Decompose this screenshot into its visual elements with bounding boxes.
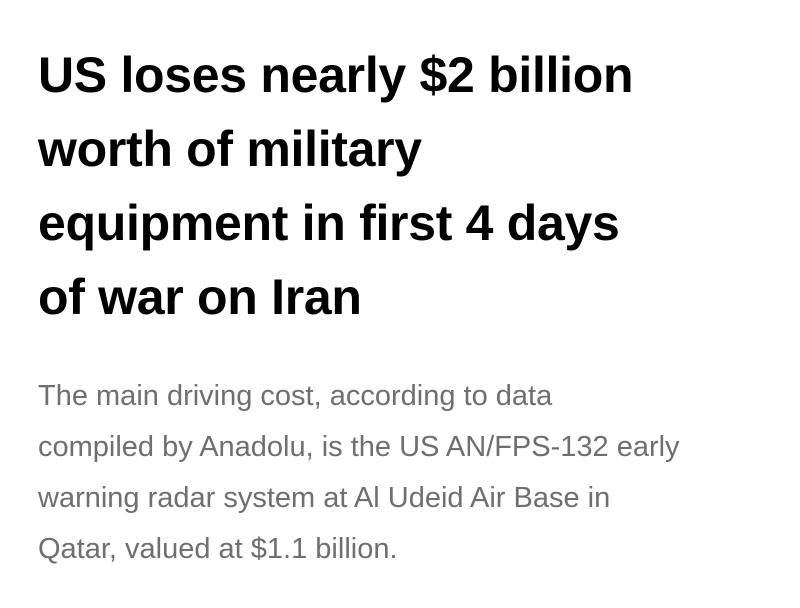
headline-line: worth of military xyxy=(38,121,422,177)
summary-line: warning radar system at Al Udeid Air Bas… xyxy=(38,482,611,514)
summary-line: The main driving cost, according to data xyxy=(38,380,553,412)
summary-line: Qatar, valued at $1.1 billion. xyxy=(38,533,398,565)
headline-line: equipment in first 4 days xyxy=(38,195,620,251)
headline-line: US loses nearly $2 billion xyxy=(38,47,634,103)
headline-line: of war on Iran xyxy=(38,269,362,325)
summary-line: compiled by Anadolu, is the US AN/FPS-13… xyxy=(38,431,680,463)
headline: US loses nearly $2 billion worth of milit… xyxy=(38,38,778,334)
summary: The main driving cost, according to data… xyxy=(38,371,778,575)
